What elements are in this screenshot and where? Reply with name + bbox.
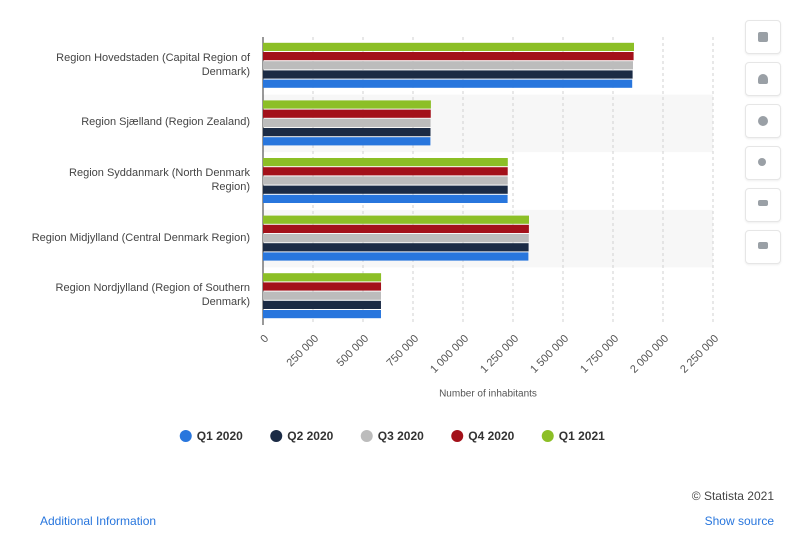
legend-marker xyxy=(541,430,554,442)
bar xyxy=(263,42,634,51)
category-label: Region Sjælland (Region Zealand) xyxy=(81,116,250,129)
bar xyxy=(263,176,508,185)
bar xyxy=(263,300,381,309)
bar xyxy=(263,243,529,252)
settings-button[interactable] xyxy=(745,104,781,138)
x-tick-label: 1 000 000 xyxy=(428,333,471,376)
bar xyxy=(263,100,431,109)
bar xyxy=(263,52,634,61)
legend-marker xyxy=(451,430,464,442)
category-label: Region Midjylland (Central Denmark Regio… xyxy=(31,231,250,244)
bar xyxy=(263,273,382,282)
legend-item[interactable]: Q4 2020 xyxy=(451,429,515,443)
additional-info-link[interactable]: Additional Information xyxy=(40,514,157,528)
x-tick-label: 0 xyxy=(258,333,271,346)
legend-marker xyxy=(179,430,192,442)
legend-item[interactable]: Q3 2020 xyxy=(360,429,424,443)
category-label: Region Nordjylland (Region of Southern D… xyxy=(55,282,250,309)
legend-label: Q1 2021 xyxy=(559,429,605,443)
bar xyxy=(263,215,529,224)
print-button[interactable] xyxy=(745,230,781,264)
bar xyxy=(263,234,529,243)
cite-button[interactable] xyxy=(745,188,781,222)
bar xyxy=(263,282,382,291)
alert-button[interactable] xyxy=(745,62,781,96)
bar xyxy=(263,252,529,261)
legend-marker xyxy=(270,430,283,442)
x-tick-label: 250 000 xyxy=(285,333,322,370)
category-label: Region Hovedstaden (Capital Region of De… xyxy=(56,51,250,78)
bar xyxy=(263,194,508,203)
legend-label: Q4 2020 xyxy=(468,429,514,443)
bar xyxy=(263,61,633,70)
bar xyxy=(263,185,508,194)
share-button[interactable] xyxy=(745,146,781,180)
favorite-button[interactable] xyxy=(745,20,781,54)
x-tick-label: 750 000 xyxy=(385,333,422,370)
bar xyxy=(263,137,431,146)
x-tick-label: 1 750 000 xyxy=(578,333,621,376)
x-tick-label: 500 000 xyxy=(335,333,372,370)
legend-label: Q1 2020 xyxy=(197,429,243,443)
legend-marker xyxy=(360,430,373,442)
category-label: Region Syddanmark (North Denmark Region) xyxy=(69,167,250,193)
x-axis-title: Number of inhabitants xyxy=(439,389,537,400)
legend-label: Q3 2020 xyxy=(378,429,424,443)
legend-item[interactable]: Q1 2021 xyxy=(541,429,605,443)
legend-label: Q2 2020 xyxy=(287,429,333,443)
bar xyxy=(263,291,381,300)
legend-item[interactable]: Q2 2020 xyxy=(270,429,334,443)
bar xyxy=(263,224,529,233)
x-tick-label: 2 250 000 xyxy=(678,333,721,376)
bar xyxy=(263,158,508,167)
bar xyxy=(263,79,633,88)
x-tick-label: 1 500 000 xyxy=(528,333,571,376)
x-tick-label: 2 000 000 xyxy=(628,333,671,376)
copyright: © Statista 2021 xyxy=(691,489,774,503)
bar xyxy=(263,70,633,79)
bar xyxy=(263,167,508,176)
legend-item[interactable]: Q1 2020 xyxy=(179,429,243,443)
bar xyxy=(263,310,381,319)
x-tick-label: 1 250 000 xyxy=(478,333,521,376)
bar xyxy=(263,109,431,118)
bar xyxy=(263,128,431,137)
show-source-link[interactable]: Show source xyxy=(704,514,774,528)
bar xyxy=(263,118,431,127)
